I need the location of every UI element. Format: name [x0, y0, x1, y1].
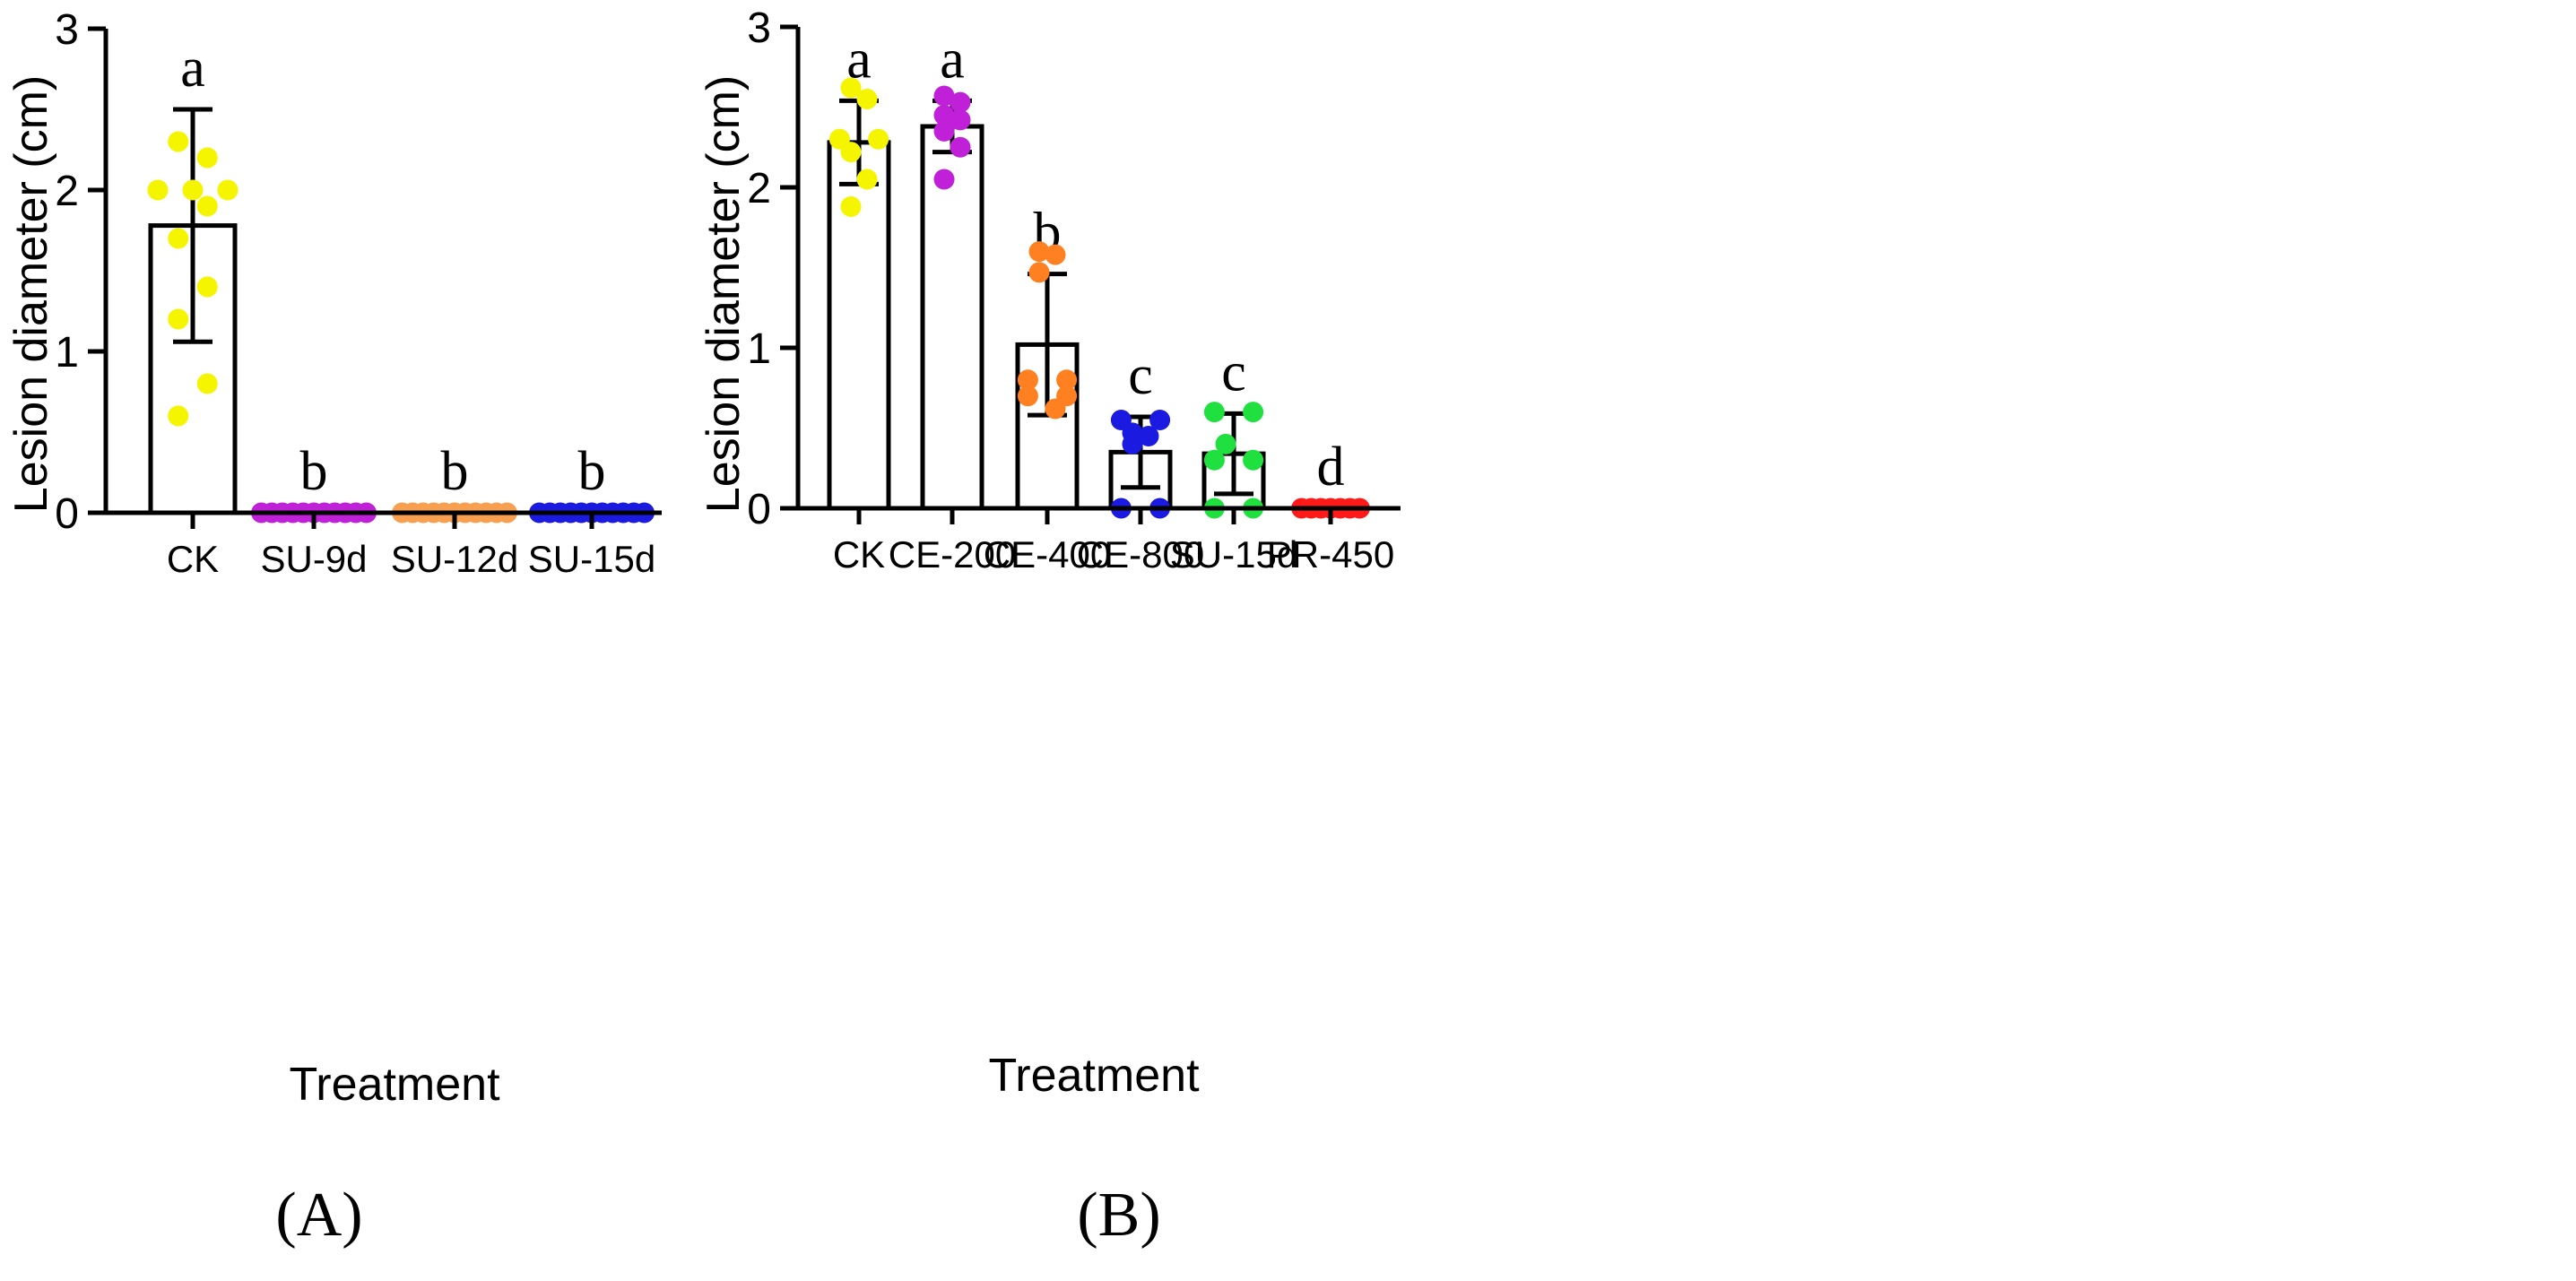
significance-letter-b-SU-15d: c [1221, 342, 1246, 402]
data-point-a-CK [196, 195, 218, 217]
bar-b-CE-200 [920, 124, 984, 511]
x-tick-label-a-CK: CK [167, 538, 219, 580]
data-point-a-CK [196, 276, 218, 298]
data-point-a-CK [168, 228, 189, 249]
data-point-b-CE-200 [950, 109, 971, 131]
data-point-a-CK [217, 179, 239, 201]
data-point-b-CE-400 [1028, 262, 1050, 283]
chart-panel-a: Lesion diameter (cm) Treatment (A) a b b b 0… [5, 6, 662, 1250]
data-point-a-CK [196, 147, 218, 169]
data-point-b-CK [840, 195, 862, 217]
significance-letter-b-CE-800: c [1128, 345, 1153, 406]
data-point-b-CE-800 [1138, 425, 1159, 446]
significance-letter-a-SU-15d: b [578, 441, 606, 502]
x-tick-label-a-SU-15d: SU-15d [528, 538, 655, 580]
data-point-b-CE-200 [950, 91, 971, 113]
x-tick-label-b-PR-450: PR-450 [1267, 533, 1394, 576]
significance-letter-b-PR-450: d [1317, 437, 1345, 498]
data-point-b-CE-800 [1122, 433, 1143, 454]
data-point-b-CE-200 [933, 85, 955, 107]
y-tick-label-b-3: 3 [747, 4, 771, 52]
data-point-a-CK [182, 179, 204, 201]
panel-label-b: (B) [1077, 1181, 1160, 1250]
data-point-b-SU-15d [1203, 402, 1225, 423]
data-point-a-CK [147, 179, 169, 201]
data-point-a-CK [168, 405, 189, 427]
y-tick-label-b-0: 0 [747, 486, 771, 533]
y-tick-label-b-1: 1 [747, 325, 771, 373]
x-tick-label-b-SU-15d: SU-15d [1170, 533, 1297, 576]
data-point-b-CE-400 [1017, 369, 1038, 391]
data-point-b-CE-400 [1017, 385, 1038, 407]
data-point-a-CK [196, 373, 218, 394]
data-point-b-SU-15d [1243, 402, 1264, 423]
data-point-b-CE-200 [933, 104, 955, 126]
data-point-b-CE-200 [950, 136, 971, 158]
data-point-b-CE-400 [1056, 369, 1078, 391]
x-axis-title-b: Treatment [988, 1050, 1200, 1102]
panel-label-a: (A) [275, 1181, 362, 1250]
data-point-b-CK [868, 128, 889, 150]
significance-letter-a-CK: a [180, 38, 205, 99]
significance-letter-a-SU-9d: b [300, 441, 328, 502]
significance-letter-a-SU-12d: b [441, 441, 469, 502]
data-point-b-CK [840, 142, 862, 163]
data-point-b-CE-800 [1149, 410, 1171, 431]
data-point-b-CE-200 [933, 120, 955, 142]
x-tick-label-b-CE-200: CE-200 [889, 533, 1016, 576]
x-axis-title-a: Treatment [289, 1059, 500, 1111]
data-point-a-CK [168, 131, 189, 152]
x-tick-label-b-CK: CK [833, 533, 885, 576]
data-point-b-SU-15d [1203, 449, 1225, 471]
y-tick-label-a-0: 0 [55, 490, 79, 538]
y-tick-label-a-2: 2 [55, 168, 79, 215]
y-tick-label-a-3: 3 [55, 6, 79, 54]
x-tick-label-a-SU-12d: SU-12d [391, 538, 518, 580]
x-tick-label-b-CE-400: CE-400 [984, 533, 1111, 576]
bar-b-CK [827, 140, 891, 511]
y-axis-title-b: Lesion diameter (cm) [698, 75, 750, 513]
data-point-b-CE-400 [1028, 241, 1050, 263]
chart-panel-b: Lesion diameter (cm) Treatment (B) a abc c… [698, 4, 1401, 1250]
data-point-a-CK [168, 308, 189, 330]
data-point-b-CE-400 [1045, 244, 1066, 265]
data-point-b-CK [856, 169, 878, 190]
data-point-b-CK [840, 77, 862, 99]
x-tick-label-b-CE-800: CE-800 [1077, 533, 1204, 576]
y-tick-label-a-1: 1 [55, 329, 79, 377]
y-tick-label-b-2: 2 [747, 165, 771, 212]
data-point-b-CE-400 [1045, 398, 1066, 420]
x-tick-label-a-SU-9d: SU-9d [260, 538, 367, 580]
data-point-b-SU-15d [1215, 433, 1236, 454]
data-point-b-CK [856, 89, 878, 110]
significance-letter-b-CE-200: a [940, 29, 965, 90]
data-point-b-CE-200 [933, 169, 955, 190]
y-axis-title-a: Lesion diameter (cm) [5, 75, 57, 513]
data-point-b-SU-15d [1243, 449, 1264, 471]
